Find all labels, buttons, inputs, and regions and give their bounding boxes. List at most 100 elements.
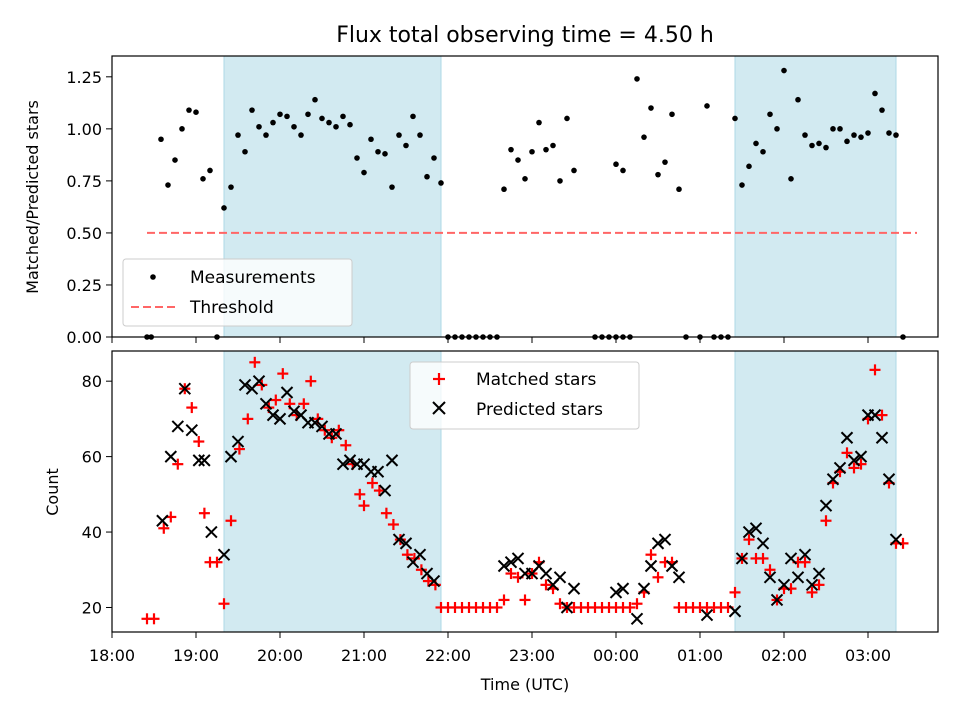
top-y-axis: 0.00 0.25 0.50 0.75 1.00 1.25 — [66, 68, 112, 347]
measurement-point — [508, 146, 514, 153]
predicted-star-stroke-b — [672, 571, 686, 584]
predicted-star-point — [700, 608, 714, 622]
predicted-star-stroke-b — [217, 548, 231, 561]
predicted-star-stroke-b — [252, 374, 266, 388]
measurement-point — [200, 176, 206, 182]
predicted-star-point — [826, 473, 840, 486]
predicted-star-stroke-b — [840, 431, 854, 444]
predicted-star-point — [742, 525, 756, 539]
measurement-point — [823, 144, 829, 151]
measurement-point — [228, 184, 234, 190]
measurement-point — [515, 157, 521, 163]
matched-star-point — [540, 579, 552, 591]
y-tick-label: 80 — [82, 372, 102, 391]
x-tick-label: 22:00 — [425, 646, 471, 665]
measurement-point — [172, 157, 178, 163]
measurement-point — [284, 113, 290, 120]
predicted-star-point — [728, 605, 742, 618]
matched-star-point — [211, 556, 223, 568]
measurement-point — [676, 186, 682, 193]
predicted-star-stroke-b — [294, 408, 308, 422]
y-tick-label: 1.25 — [66, 68, 102, 87]
measurement-point — [879, 107, 885, 113]
predicted-star-point — [560, 601, 574, 614]
predicted-star-point — [784, 552, 798, 565]
matched-star-point — [505, 568, 517, 580]
matched-star-point — [848, 462, 860, 474]
matched-star-point — [233, 443, 245, 455]
matched-star-point — [401, 549, 413, 561]
predicted-star-stroke-b — [805, 578, 819, 592]
measurement-point — [256, 123, 262, 130]
predicted-star-stroke-b — [742, 525, 756, 539]
predicted-star-stroke-b — [763, 571, 777, 584]
predicted-star-stroke-b — [273, 412, 287, 426]
matched-star-point — [193, 436, 205, 448]
measurement-point — [305, 111, 311, 118]
predicted-star-point — [819, 499, 833, 512]
matched-star-point — [869, 364, 881, 376]
matched-star-point — [645, 549, 657, 561]
predicted-star-point — [749, 522, 763, 535]
measurement-point — [193, 109, 199, 115]
measurement-point — [809, 142, 815, 149]
predicted-star-stroke-b — [329, 427, 343, 441]
predicted-star-point — [756, 537, 770, 550]
predicted-star-stroke-b — [399, 537, 413, 550]
predicted-star-stroke-b — [609, 586, 623, 599]
measurement-point — [403, 142, 409, 149]
matched-star-point — [519, 594, 531, 606]
predicted-star-stroke-b — [637, 582, 651, 595]
predicted-star-stroke-b — [511, 552, 525, 565]
top-panel: 0.00 0.25 0.50 0.75 1.00 1.25 Matched/Predict… — [23, 55, 939, 347]
predicted-star-point — [336, 457, 350, 471]
measurement-point — [620, 167, 626, 174]
matched-star-point — [820, 515, 832, 527]
predicted-star-point — [266, 408, 280, 422]
measurement-point — [816, 140, 822, 147]
predicted-star-stroke-b — [385, 454, 399, 467]
y-tick-label: 0.75 — [66, 172, 102, 191]
predicted-star-stroke-b — [854, 450, 868, 463]
measurement-point — [522, 176, 528, 182]
matched-star-point — [270, 394, 282, 406]
predicted-star-stroke-b — [791, 571, 805, 584]
predicted-star-point — [511, 552, 525, 565]
predicted-star-point — [205, 525, 218, 539]
measurement-point — [361, 169, 367, 176]
matched-star-point — [366, 477, 378, 489]
predicted-star-stroke-b — [266, 408, 280, 422]
matched-star-point — [380, 507, 392, 519]
predicted-star-point — [371, 465, 385, 478]
bottom-panel: 20 40 60 80 18:00 19:00 20:00 21:00 22:00 23:00 0… — [43, 350, 939, 694]
predicted-star-point — [399, 537, 413, 550]
measurement-point — [270, 119, 276, 126]
predicted-star-stroke-b — [630, 612, 644, 626]
predicted-star-stroke-b — [539, 567, 553, 580]
predicted-star-point — [287, 405, 301, 418]
predicted-star-point — [329, 427, 343, 441]
predicted-star-stroke-b — [427, 574, 441, 588]
predicted-star-stroke-b — [224, 450, 238, 463]
matched-star-point — [422, 575, 434, 587]
measurement-point — [865, 130, 871, 136]
predicted-star-point — [868, 408, 882, 422]
measurement-point — [571, 167, 577, 174]
measurement-point — [389, 184, 395, 190]
predicted-star-stroke-b — [259, 397, 273, 411]
x-tick-label: 20:00 — [257, 646, 303, 665]
x-tick-label: 19:00 — [173, 646, 219, 665]
measurement-point — [851, 132, 857, 138]
matched-star-point — [799, 556, 811, 568]
x-tick-label: 02:00 — [761, 646, 807, 665]
predicted-star-stroke-b — [178, 382, 192, 395]
measurement-point — [312, 96, 318, 103]
predicted-star-stroke-b — [770, 593, 784, 607]
measurement-point — [249, 107, 255, 113]
measurement-point — [354, 155, 360, 161]
top-plot-frame — [111, 55, 939, 338]
bottom-y-axis: 20 40 60 80 — [82, 372, 112, 617]
predicted-star-stroke-b — [616, 582, 630, 595]
predicted-star-point — [658, 533, 672, 546]
